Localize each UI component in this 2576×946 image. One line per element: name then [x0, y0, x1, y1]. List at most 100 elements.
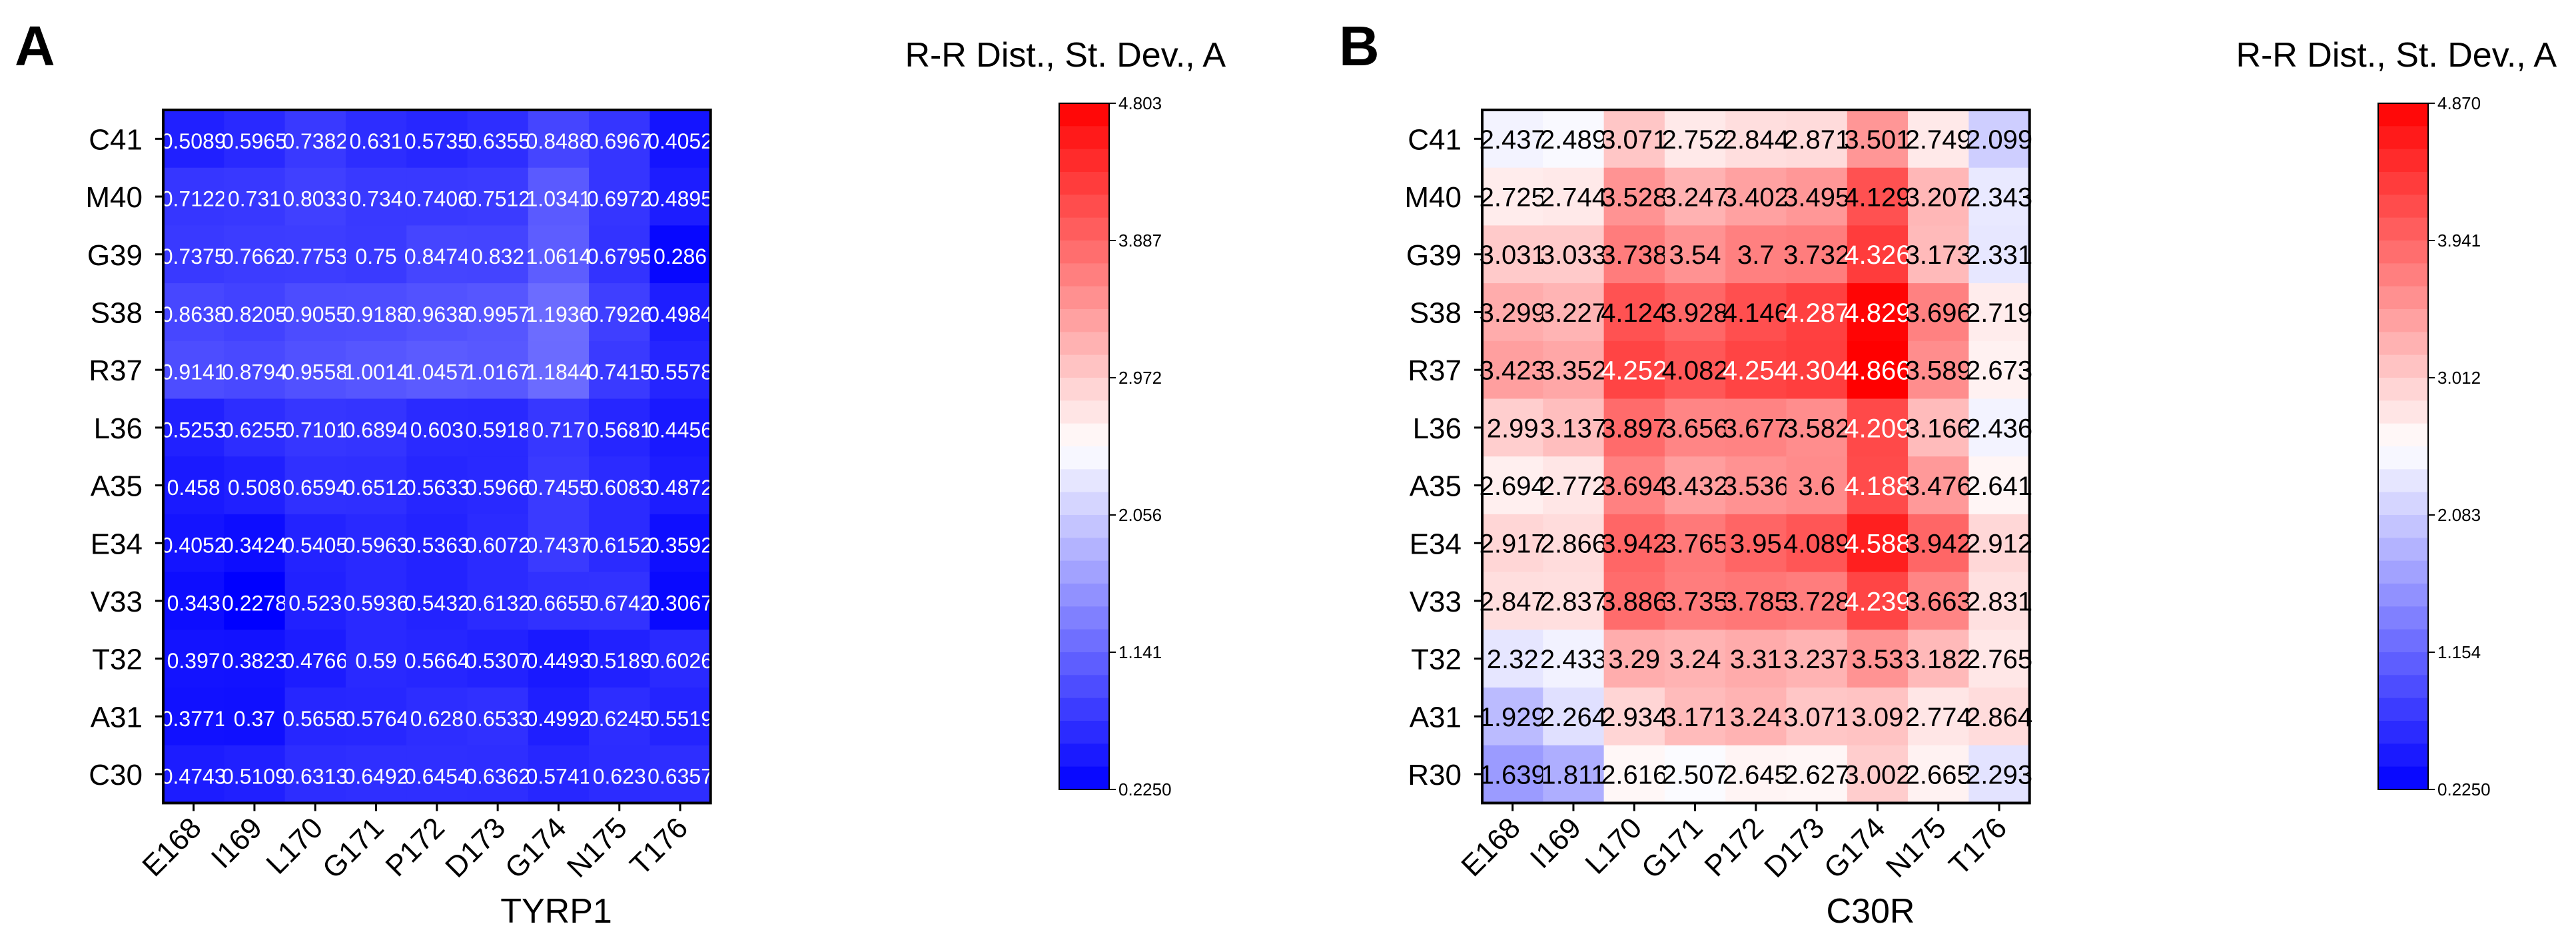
heatmap-cell-value: 3.031	[1480, 240, 1546, 270]
heatmap-cell-value: 3.09	[1852, 703, 1904, 732]
heatmap-cell	[406, 456, 468, 515]
heatmap-cell-value: 3.54	[1669, 240, 1721, 270]
heatmap-cell	[1725, 456, 1787, 515]
heatmap-cell	[345, 630, 407, 688]
heatmap-cell	[649, 340, 711, 400]
heatmap-cell	[224, 340, 286, 400]
heatmap-cell	[1725, 688, 1787, 746]
colorbar-tick-label: 1.154	[2437, 642, 2481, 662]
x-tick-label: G174	[1818, 811, 1892, 885]
heatmap-cell	[284, 572, 346, 630]
heatmap-cell	[1482, 340, 1543, 400]
heatmap-cell-value: 2.725	[1480, 183, 1546, 212]
heatmap-cell	[649, 745, 711, 803]
heatmap-cell	[1847, 398, 1909, 457]
heatmap-cell-value: 4.082	[1661, 356, 1728, 386]
heatmap-cell	[1543, 456, 1605, 515]
heatmap-cell-value: 0.5089	[161, 129, 226, 153]
heatmap-cell-value: 2.489	[1540, 125, 1607, 155]
heatmap-cell-value: 0.7437	[526, 534, 592, 558]
heatmap-cell	[467, 745, 529, 803]
colorbar-step	[2378, 400, 2428, 424]
heatmap-cell	[589, 398, 650, 457]
heatmap-cell-value: 0.5519	[647, 707, 713, 731]
colorbar-tick-label: 2.056	[1118, 505, 1162, 525]
colorbar-step	[1059, 698, 1109, 721]
heatmap-cell-value: 0.6512	[344, 476, 409, 500]
heatmap-cell	[649, 456, 711, 515]
heatmap-cell	[467, 283, 529, 342]
y-tick-label: A31	[91, 701, 143, 733]
heatmap-cell	[1664, 398, 1726, 457]
x-tick-label: I169	[1524, 811, 1587, 875]
heatmap-cell	[1786, 688, 1848, 746]
colorbar-step	[2378, 126, 2428, 150]
heatmap-cell	[1786, 225, 1848, 284]
heatmap-cell	[284, 630, 346, 688]
heatmap-cell	[1543, 745, 1605, 803]
y-tick-label: C30	[89, 759, 143, 791]
heatmap-cell-value: 2.694	[1480, 472, 1546, 501]
heatmap-cell-value: 0.397	[167, 649, 220, 673]
heatmap-cell	[649, 110, 711, 169]
heatmap-cell	[284, 745, 346, 803]
heatmap-cell	[224, 398, 286, 457]
x-tick-label: G174	[499, 811, 573, 885]
heatmap-cell	[528, 688, 590, 746]
panel-a-title: R-R Dist., St. Dev., A	[905, 36, 1226, 75]
heatmap-cell-value: 2.831	[1966, 587, 2032, 616]
heatmap-cell	[224, 745, 286, 803]
heatmap-cell-value: 0.5965	[222, 129, 287, 153]
heatmap-cell	[589, 688, 650, 746]
heatmap-cell	[1847, 167, 1909, 226]
heatmap-cell	[1482, 572, 1543, 630]
heatmap-cell-value: 2.627	[1783, 760, 1850, 789]
panel-b-heatmap-cells: 2.4372.4893.0712.7522.8442.8713.5012.749…	[1480, 110, 2032, 803]
heatmap-cell	[224, 225, 286, 284]
heatmap-cell-value: 3.237	[1783, 645, 1850, 674]
heatmap-cell-value: 0.4895	[647, 187, 713, 211]
colorbar-step	[2378, 195, 2428, 219]
heatmap-cell	[284, 688, 346, 746]
heatmap-cell	[224, 283, 286, 342]
colorbar-step	[2378, 309, 2428, 332]
heatmap-cell-value: 2.864	[1966, 703, 2032, 732]
heatmap-cell-value: 0.7455	[526, 476, 592, 500]
colorbar-step	[2378, 675, 2428, 699]
colorbar-step	[2378, 743, 2428, 767]
heatmap-cell	[1786, 514, 1848, 573]
heatmap-cell	[1543, 572, 1605, 630]
heatmap-cell-value: 0.4743	[161, 764, 226, 788]
heatmap-cell	[1603, 630, 1665, 688]
heatmap-cell-value: 3.765	[1661, 530, 1728, 559]
y-tick-label: R37	[1408, 354, 1462, 387]
heatmap-cell-value: 0.8474	[404, 244, 470, 268]
heatmap-cell-value: 0.59	[355, 649, 396, 673]
heatmap-cell	[1968, 167, 2030, 226]
heatmap-cell-value: 3.166	[1905, 414, 1972, 443]
heatmap-cell	[284, 110, 346, 169]
heatmap-cell-value: 0.5633	[404, 476, 470, 500]
heatmap-cell	[1603, 110, 1665, 169]
heatmap-cell	[1664, 110, 1726, 169]
heatmap-cell-value: 0.6967	[587, 129, 652, 153]
heatmap-cell-value: 0.7753	[282, 244, 348, 268]
heatmap-cell-value: 0.731	[228, 187, 281, 211]
heatmap-cell-value: 2.641	[1966, 472, 2032, 501]
heatmap-cell-value: 2.293	[1966, 760, 2032, 789]
heatmap-cell-value: 0.5918	[465, 418, 530, 442]
heatmap-cell	[649, 398, 711, 457]
heatmap-cell	[1908, 283, 1969, 342]
heatmap-cell-value: 1.0614	[526, 244, 592, 268]
x-tick-label: D173	[439, 811, 512, 884]
colorbar-frame	[1059, 103, 1110, 790]
heatmap-cell	[1603, 745, 1665, 803]
heatmap-cell	[1786, 745, 1848, 803]
heatmap-cell-value: 0.9558	[282, 360, 348, 384]
heatmap-cell	[224, 110, 286, 169]
panel-a-label: A	[15, 15, 55, 77]
heatmap-cell	[1908, 514, 1969, 573]
colorbar-step	[2378, 103, 2428, 127]
